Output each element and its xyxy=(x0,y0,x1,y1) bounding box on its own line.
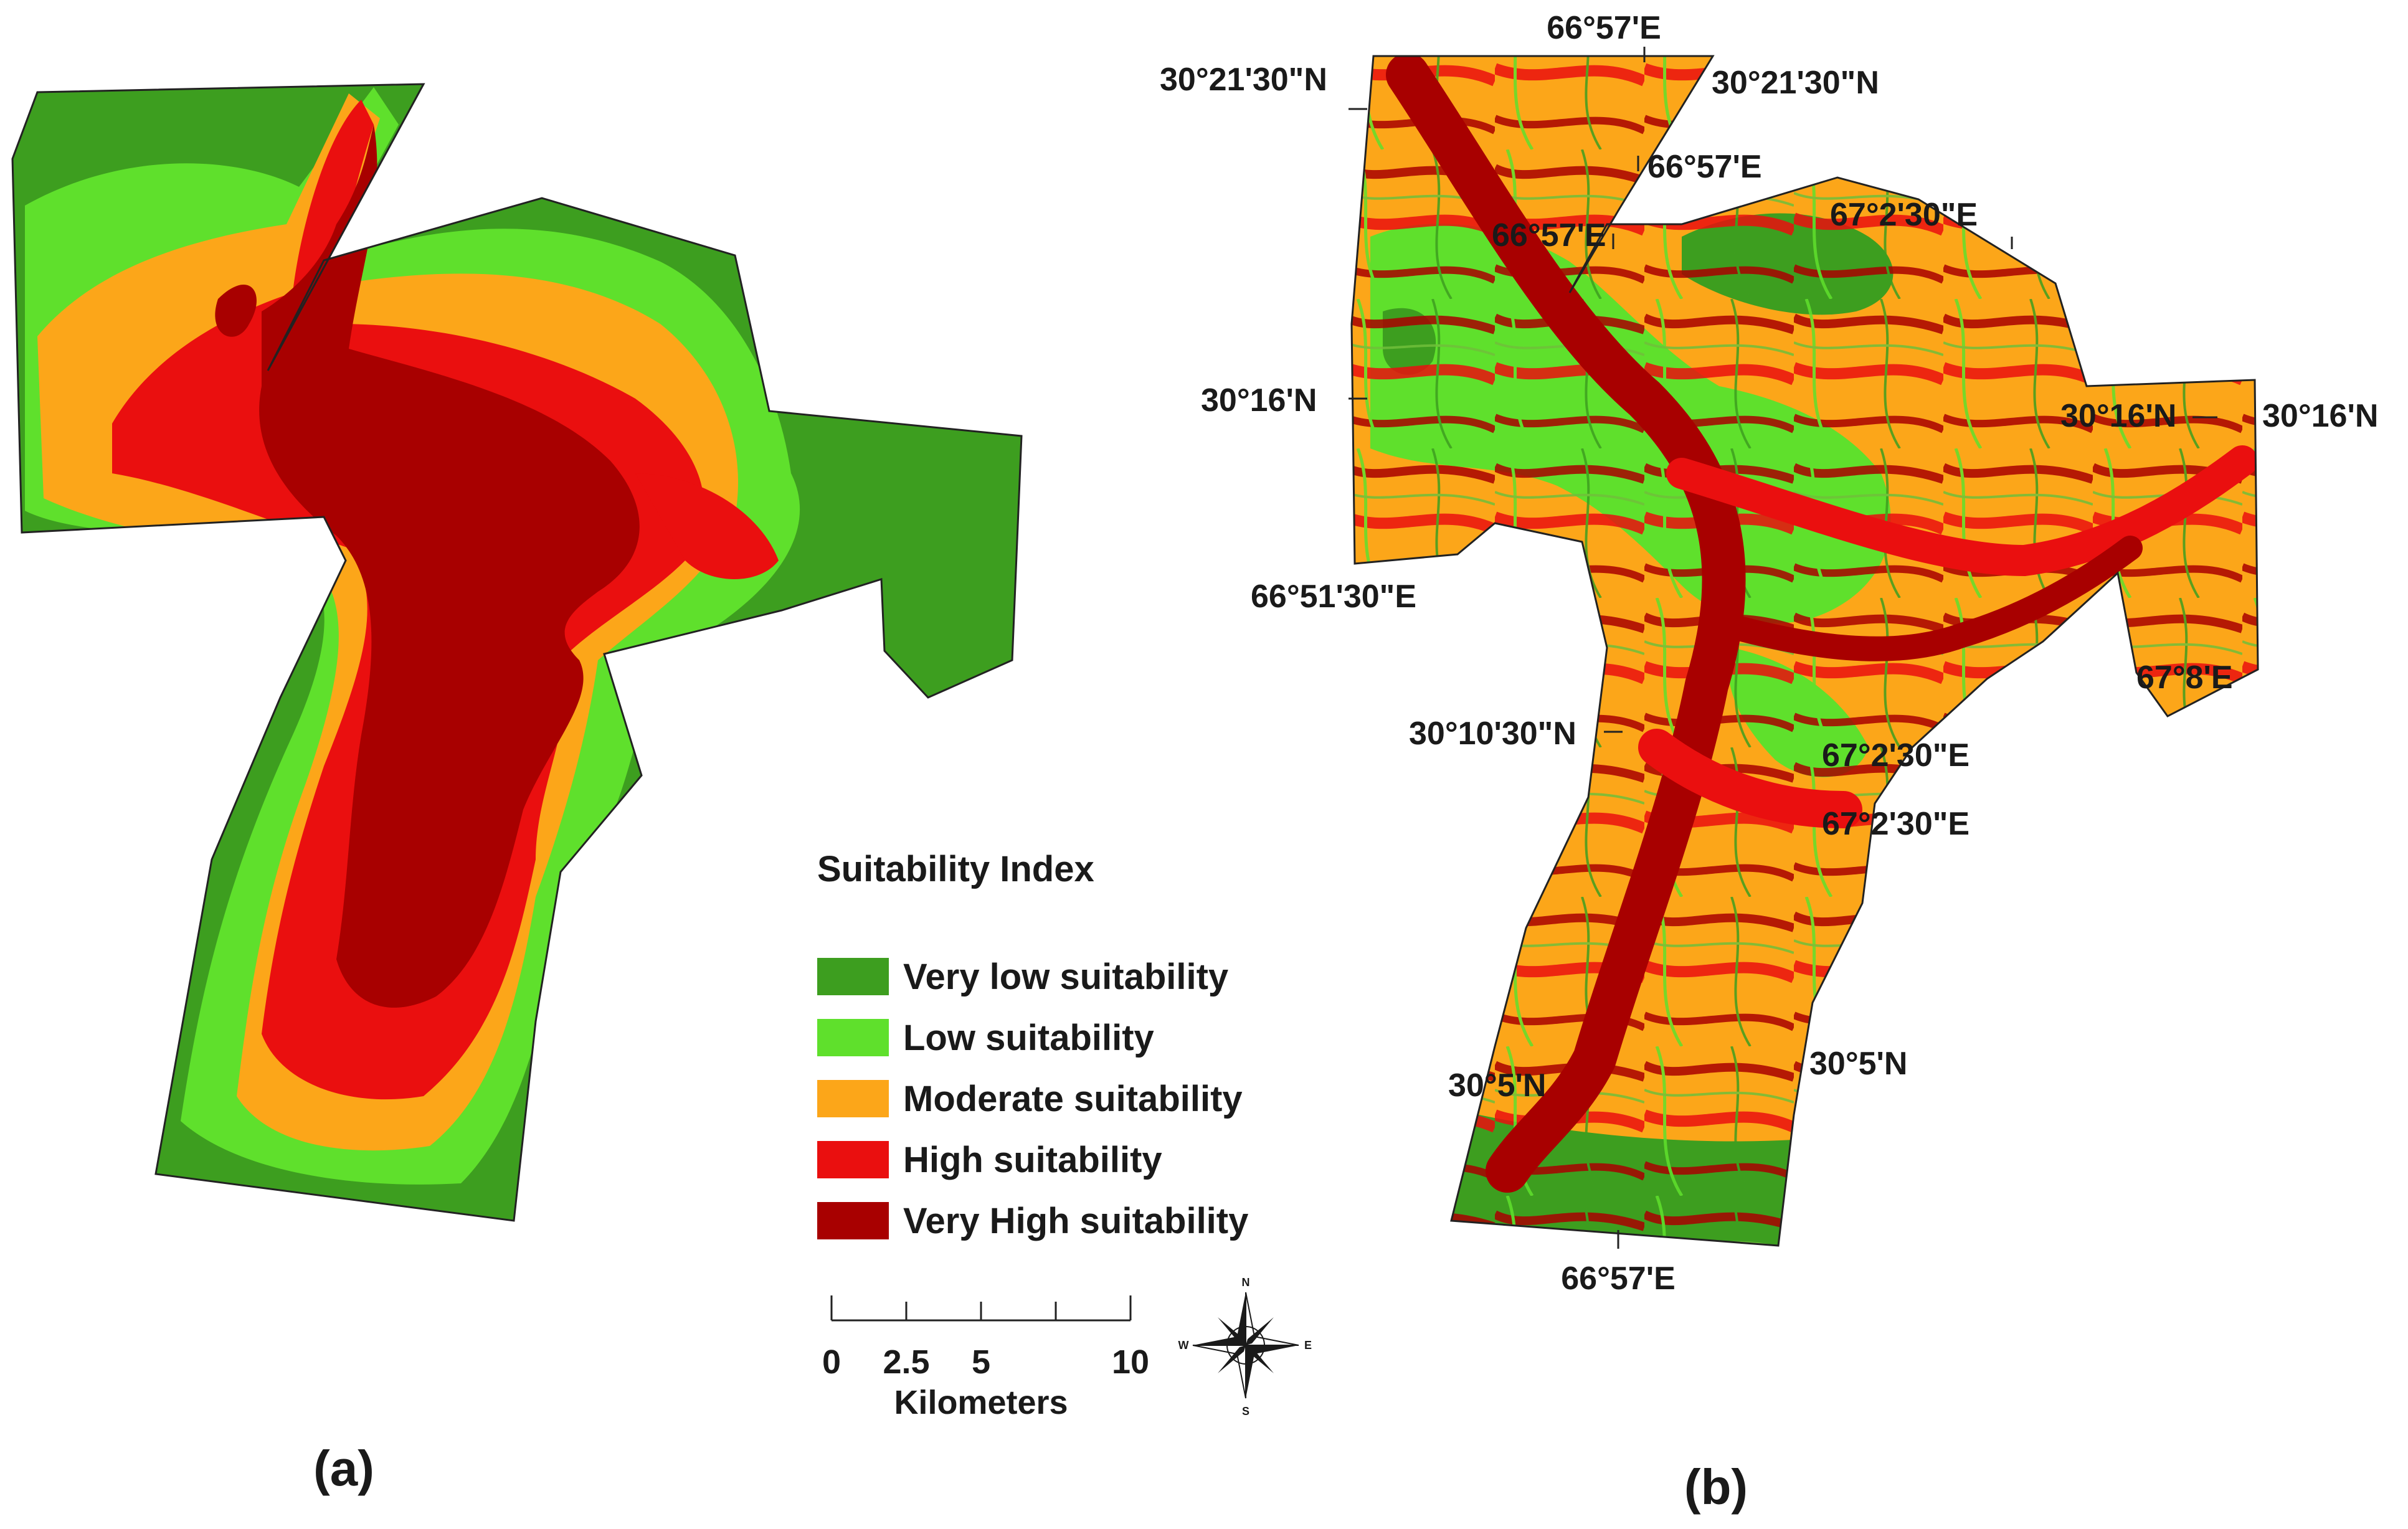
graticule-ticks xyxy=(1349,47,2217,1249)
zone-very-high-a xyxy=(259,125,640,1008)
legend-item-moderate: Moderate suitability xyxy=(817,1079,1243,1119)
legend-title: Suitability Index xyxy=(817,849,1094,889)
coord-right-lat-16-a: 30°16'N xyxy=(2060,398,2176,434)
legend-swatch-high xyxy=(817,1141,889,1178)
coord-mid-lon-2: 67°2'30"E xyxy=(1822,806,1970,842)
coord-left-lat-16: 30°16'N xyxy=(1201,382,1317,419)
zone-high-b-south xyxy=(1638,729,1862,828)
north-arrow-icon: N S E W xyxy=(1178,1276,1312,1418)
scale-tick-0: 0 xyxy=(822,1343,841,1381)
zone-high-b-river-2 xyxy=(1666,445,2258,577)
coord-bottom-left-lon: 66°51'30"E xyxy=(1251,579,1416,615)
coordinate-labels: 66°57'E 30°21'30"N 30°21'30"N 66°57'E 66… xyxy=(1160,10,2378,1297)
compass-s: S xyxy=(1242,1405,1249,1418)
coord-top-left-lat: 30°21'30"N xyxy=(1160,62,1327,98)
legend-swatch-very-low xyxy=(817,958,889,995)
coord-inner-lon-2: 66°57'E xyxy=(1492,217,1606,253)
legend-swatch-low xyxy=(817,1019,889,1056)
map-panel-a xyxy=(11,83,1023,1222)
legend-item-high: High suitability xyxy=(817,1140,1162,1180)
scale-bar-lines xyxy=(830,1295,1132,1322)
legend-label-very-low: Very low suitability xyxy=(903,957,1228,997)
scale-unit: Kilometers xyxy=(894,1384,1068,1421)
legend-item-very-high: Very High suitability xyxy=(817,1201,1248,1241)
compass-e: E xyxy=(1304,1339,1312,1351)
scale-tick-5: 5 xyxy=(972,1343,990,1381)
compass-n: N xyxy=(1242,1276,1250,1289)
legend-item-low: Low suitability xyxy=(817,1018,1154,1058)
compass-w: W xyxy=(1178,1339,1189,1351)
coord-top-lon: 66°57'E xyxy=(1547,10,1661,46)
legend-swatch-moderate xyxy=(817,1080,889,1117)
zone-very-high-a-patch xyxy=(215,285,257,337)
coord-mid-lon-1: 67°2'30"E xyxy=(1822,737,1970,774)
coord-right-lon-8: 67°8'E xyxy=(2136,660,2233,696)
coord-top-right-lat: 30°21'30"N xyxy=(1712,65,1879,101)
legend-label-very-high: Very High suitability xyxy=(903,1201,1248,1241)
coord-right-lat-16-b: 30°16'N xyxy=(2262,398,2378,434)
legend-label-high: High suitability xyxy=(903,1140,1162,1180)
boundary-b xyxy=(1350,55,2259,1247)
scale-bar: 0 2.5 5 10 Kilometers xyxy=(822,1295,1149,1421)
coord-lat-5-left: 30°5'N xyxy=(1448,1067,1546,1104)
panel-label-a: (a) xyxy=(313,1441,374,1496)
legend-swatch-very-high xyxy=(817,1202,889,1239)
coord-top-right-lon: 67°2'30"E xyxy=(1830,197,1978,233)
boundary-a xyxy=(11,83,1023,1222)
legend-item-very-low: Very low suitability xyxy=(817,957,1228,997)
coord-lat-5-right: 30°5'N xyxy=(1809,1046,1907,1082)
legend-label-moderate: Moderate suitability xyxy=(903,1079,1243,1119)
legend: Suitability Index Very low suitability L… xyxy=(817,849,1248,1241)
coord-left-lat-10: 30°10'30"N xyxy=(1409,716,1576,752)
legend-label-low: Low suitability xyxy=(903,1018,1154,1058)
zone-very-high-b-east xyxy=(1707,536,2143,661)
scale-tick-2-5: 2.5 xyxy=(883,1343,929,1381)
coord-bottom-lon: 66°57'E xyxy=(1561,1261,1676,1297)
zone-very-high-b-river xyxy=(1386,56,1746,1193)
scale-tick-10: 10 xyxy=(1112,1343,1149,1381)
coord-inner-lon-1: 66°57'E xyxy=(1647,149,1762,185)
zone-high-a-east xyxy=(635,473,779,579)
panel-label-b: (b) xyxy=(1684,1459,1748,1515)
